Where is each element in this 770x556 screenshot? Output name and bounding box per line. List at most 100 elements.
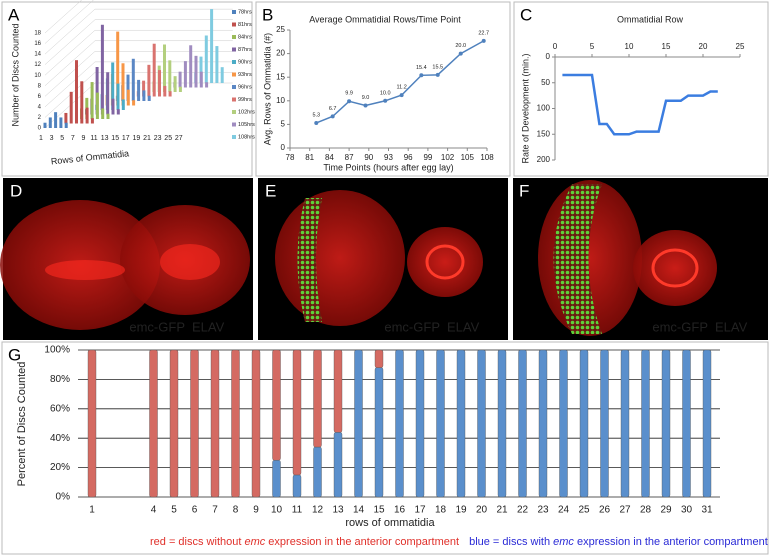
bar: [169, 349, 179, 498]
bar: [75, 60, 78, 124]
x-tick-label: 11: [90, 135, 97, 142]
x-tick-label: 4: [151, 505, 157, 516]
bar: [111, 98, 115, 115]
x-tick-label: 29: [660, 505, 672, 516]
x-tick-label: 18: [435, 505, 447, 516]
y-tick-label: 10: [276, 96, 285, 105]
x-tick-label: 20: [699, 42, 708, 51]
bar: [90, 118, 94, 124]
bar: [147, 95, 151, 101]
bar: [149, 349, 158, 498]
x-tick-label: 5: [590, 42, 595, 51]
x-tick-label: 81: [305, 153, 314, 162]
bar: [682, 349, 691, 498]
bar: [215, 46, 219, 83]
panel-label: C: [520, 5, 532, 24]
y-tick-label: 14: [34, 52, 41, 58]
legend-label: 96hrs: [238, 84, 252, 90]
bar: [333, 349, 343, 433]
bar: [194, 55, 198, 88]
data-label: 15.5: [432, 64, 443, 70]
y-axis-title: Percent of Discs Counted: [16, 362, 28, 487]
stain-label: emc-GFP: [384, 319, 440, 334]
micrograph: D emc-GFP ELAV: [0, 178, 253, 340]
y-tick-label: 6: [38, 94, 42, 100]
legend-swatch: [232, 72, 236, 77]
legend-label: 84hrs: [238, 34, 252, 40]
legend-label: 87hrs: [238, 47, 252, 53]
legend-text: blue = discs with: [469, 536, 553, 548]
line: [315, 40, 485, 124]
point: [419, 73, 424, 78]
panel-frame: [1, 1, 253, 177]
y-axis-title: Avg. Rows of Ommatidia (#): [262, 33, 272, 145]
x-tick-label: 25: [736, 42, 745, 51]
y-tick-label: 0%: [56, 492, 71, 503]
stain-label: ELAV: [715, 319, 748, 334]
bar: [600, 349, 609, 498]
x-tick-label: 31: [701, 505, 713, 516]
x-tick-label: 26: [599, 505, 611, 516]
x-tick-label: 19: [455, 505, 467, 516]
bar: [132, 100, 136, 106]
x-tick-label: 23: [537, 505, 549, 516]
data-label: 15.4: [416, 65, 427, 71]
bar: [436, 349, 445, 498]
legend-text: expression in the anterior compartment: [265, 536, 459, 548]
bar: [210, 9, 214, 83]
legend: red = discs without emc expression in th…: [150, 536, 768, 548]
bar: [85, 107, 89, 124]
legend-label: 78hrs: [238, 9, 252, 15]
bar: [69, 91, 73, 124]
x-tick-label: 19: [133, 135, 141, 142]
bar: [313, 446, 322, 498]
panel-label: B: [262, 5, 273, 24]
x-tick-label: 25: [164, 135, 172, 142]
bar: [641, 349, 650, 498]
bar: [497, 349, 507, 498]
y-tick-label: 40%: [50, 433, 70, 444]
x-tick-label: 20: [476, 505, 488, 516]
x-tick-label: 21: [496, 505, 508, 516]
grid-line: [44, 8, 96, 55]
legend-swatch: [232, 35, 236, 39]
bar: [538, 349, 548, 498]
bar: [137, 79, 141, 101]
bar: [620, 349, 630, 498]
bar: [111, 62, 115, 110]
bar: [121, 99, 125, 110]
bar: [64, 112, 68, 124]
grid-line: [44, 61, 96, 108]
x-tick-label: 93: [384, 153, 393, 162]
y-tick-label: 20: [276, 49, 285, 58]
chart-title: Ommatidial Row: [617, 14, 684, 24]
stain-label: emc-GFP: [652, 319, 708, 334]
x-tick-label: 105: [461, 153, 475, 162]
y-tick-label: 100%: [44, 345, 70, 356]
bar: [43, 122, 47, 128]
bar: [204, 35, 208, 83]
legend-swatch: [232, 22, 236, 27]
micrograph: F emc-GFP ELAV: [513, 178, 768, 340]
legend-text: emc: [553, 536, 574, 548]
data-label: 10.0: [380, 90, 391, 96]
stain-label: emc-GFP: [129, 319, 185, 334]
stain-label: ELAV: [447, 319, 480, 334]
bar: [199, 71, 203, 88]
legend-swatch: [232, 10, 236, 14]
panel-frame: [255, 1, 511, 177]
x-tick-label: 3: [50, 135, 54, 142]
x-tick-label: 17: [414, 505, 426, 516]
x-tick-label: 11: [292, 505, 303, 516]
x-axis-title: rows of ommatidia: [345, 517, 435, 529]
bar: [163, 85, 167, 97]
legend-label: 105hrs: [238, 122, 255, 128]
bar: [80, 81, 84, 124]
bar: [477, 349, 486, 498]
bar: [48, 117, 52, 128]
legend-label: 93hrs: [238, 72, 252, 78]
point: [383, 98, 388, 103]
x-tick-label: 13: [101, 135, 109, 142]
legend-text: expression in the anterior compartment: [574, 536, 768, 548]
